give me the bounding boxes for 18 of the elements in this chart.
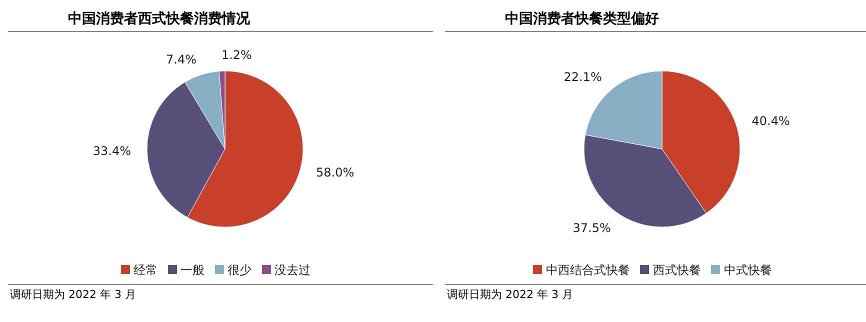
text: 调研日期为 2022 年 3 月 bbox=[10, 287, 433, 302]
data-label: 1.2% bbox=[221, 48, 252, 62]
data-label: 7.4% bbox=[166, 52, 197, 66]
data-label: 40.4% bbox=[752, 114, 790, 128]
data-label: 58.0% bbox=[316, 165, 354, 180]
legend-label: 没去过 bbox=[274, 263, 310, 277]
legend-label: 中式快餐 bbox=[724, 263, 772, 277]
data-label: 33.4% bbox=[92, 144, 132, 158]
data-label: 37.5% bbox=[572, 220, 611, 235]
chart-title: 中国消费者西式快餐消费情况 bbox=[8, 8, 433, 32]
data-label: 22.1% bbox=[564, 70, 602, 84]
legend-label: 中西结合式快餐 bbox=[546, 263, 630, 277]
legend-label: 西式快餐 bbox=[653, 263, 701, 277]
legend-label: 很少 bbox=[228, 263, 252, 277]
legend-label: 经常 bbox=[134, 263, 158, 277]
text: 调研日期为 2022 年 3 月 bbox=[447, 287, 866, 302]
legend-label: 一般 bbox=[180, 263, 204, 277]
chart-title: 中国消费者快餐类型偏好 bbox=[445, 8, 866, 32]
